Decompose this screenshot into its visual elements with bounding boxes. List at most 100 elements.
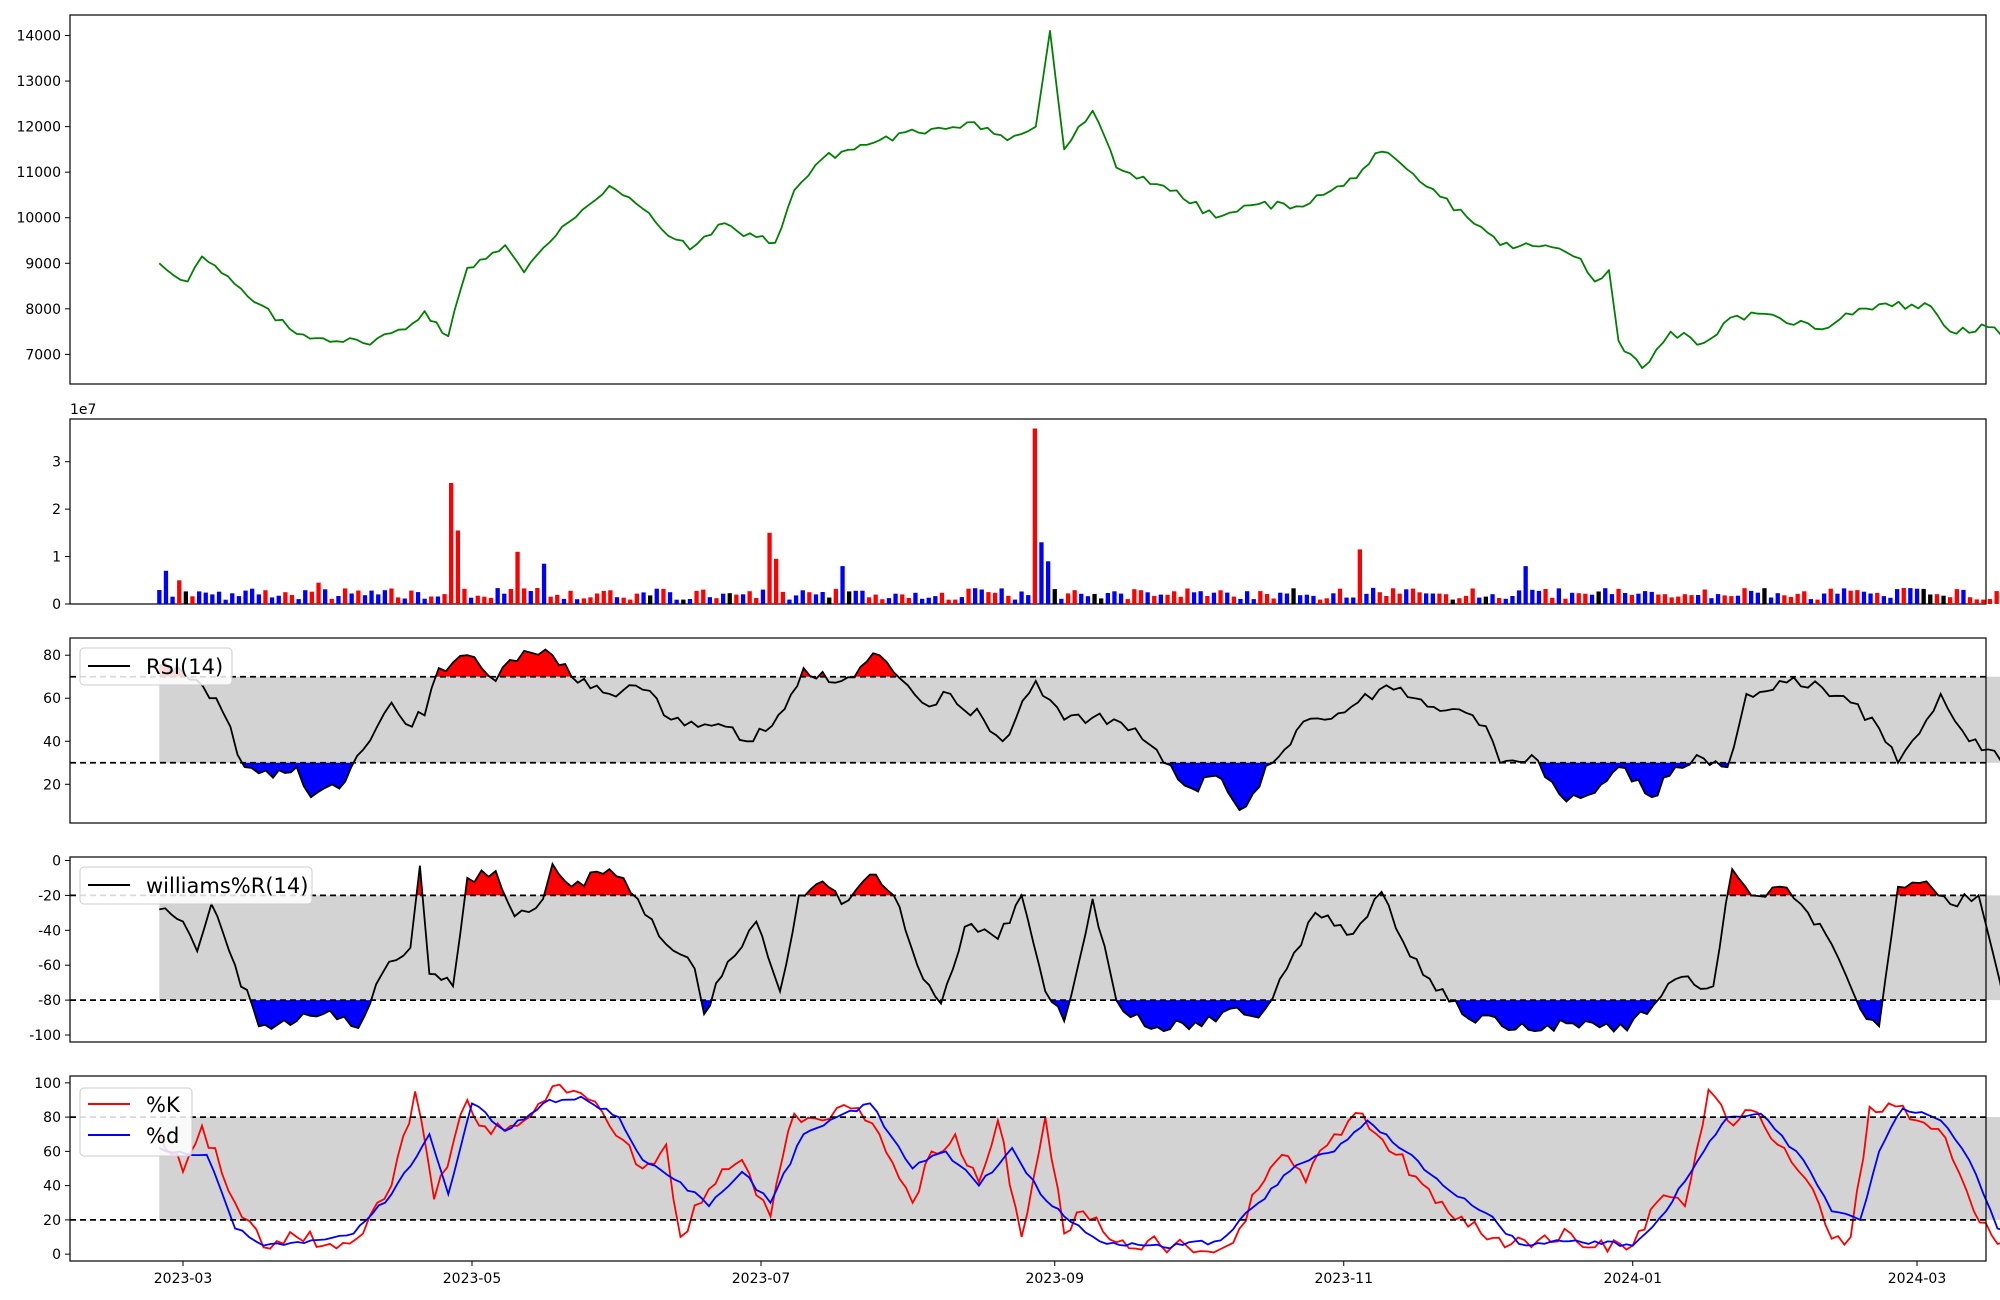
williams-r-overbought-fill (852, 874, 894, 896)
volume-bar (1205, 596, 1210, 604)
volume-bar (747, 591, 752, 604)
volume-bar (1967, 597, 1973, 604)
volume-bar (1762, 588, 1767, 604)
williams-r-ytick-label: 0 (52, 853, 61, 869)
volume-bar (528, 591, 533, 604)
rsi-ytick-label: 80 (43, 648, 61, 664)
volume-bar (575, 599, 580, 604)
rsi-legend-box (79, 647, 233, 686)
volume-bar (1536, 590, 1542, 604)
volume-bar (269, 597, 275, 604)
price-ytick-label: 13000 (16, 74, 61, 90)
volume-bar (648, 595, 653, 604)
volume-bar (1304, 594, 1309, 604)
volume-bar (608, 590, 613, 604)
volume-bar (1656, 594, 1661, 604)
volume-ytick-label: 2 (52, 502, 61, 518)
price-ytick-label: 9000 (25, 256, 61, 272)
volume-bar (541, 563, 547, 604)
volume-bar (721, 593, 726, 604)
volume-bar (1603, 588, 1608, 604)
volume-bar (1609, 594, 1615, 604)
williams-r-ytick-label: -40 (38, 923, 61, 939)
volume-bar (1948, 597, 1953, 604)
price-ytick-label: 7000 (25, 347, 61, 363)
volume-bar (1556, 588, 1561, 604)
volume-bar (727, 593, 732, 604)
volume-bar (800, 590, 805, 604)
volume-bar (561, 598, 567, 604)
volume-bar (1463, 595, 1469, 604)
volume-bar (1768, 597, 1774, 604)
volume-bar (1908, 588, 1913, 604)
volume-bar (847, 591, 852, 604)
stochastic-ytick-label: 80 (43, 1110, 61, 1126)
volume-bar (1198, 591, 1203, 604)
volume-bar (1245, 591, 1250, 604)
volume-bar (1231, 596, 1236, 604)
williams-r-legend: williams%R(14) (79, 866, 313, 905)
volume-bar (1344, 597, 1349, 604)
volume-ytick-label: 1 (52, 550, 61, 566)
volume-bar (336, 596, 341, 604)
price-ytick-label: 11000 (16, 165, 61, 181)
volume-bar (920, 598, 925, 604)
volume-bar (1715, 594, 1721, 604)
rsi-frame (69, 637, 1987, 824)
volume-bar (409, 590, 414, 604)
volume-bar (1118, 593, 1124, 604)
volume-bar (210, 594, 215, 604)
volume-bar (926, 597, 931, 604)
volume-bar (1802, 591, 1807, 604)
volume-bar (197, 591, 202, 604)
volume-bar (1934, 594, 1940, 604)
volume-bar (953, 599, 958, 604)
volume-bar (1961, 589, 1966, 604)
volume-bar (1543, 589, 1548, 604)
volume-ytick-label: 3 (52, 455, 61, 471)
volume-bar (1722, 595, 1727, 604)
volume-bar (495, 588, 500, 604)
volume-bar (522, 588, 527, 604)
volume-bar (1357, 549, 1362, 604)
volume-bar (422, 598, 427, 604)
volume-bar (475, 595, 480, 604)
volume-bar (223, 599, 228, 604)
volume-bar (429, 596, 434, 604)
volume-bar (1928, 594, 1933, 604)
volume-bar (674, 599, 679, 604)
williams-r-overbought-fill (1766, 886, 1792, 896)
volume-bar (1351, 597, 1356, 604)
volume-bar (1563, 598, 1568, 604)
volume-bar (813, 594, 819, 604)
volume-bar (1941, 595, 1946, 604)
volume-bar (959, 597, 964, 604)
volume-bar (1012, 599, 1018, 604)
volume-bar (1808, 599, 1813, 604)
volume-bar (203, 592, 208, 604)
volume-bar (979, 589, 984, 604)
volume-bar (1251, 599, 1256, 604)
volume-bar (1006, 595, 1011, 604)
volume-bar (1709, 598, 1714, 604)
stochastic-panel: 0 20 40 60 80 100 2023-03 2023-05 2023-07 2023-09… (34, 1075, 2000, 1287)
volume-bar (548, 596, 553, 604)
volume-bar (1218, 590, 1223, 604)
volume-bar (1039, 542, 1044, 604)
volume-bar (1145, 592, 1150, 604)
volume-bar (1994, 591, 1999, 604)
volume-bar (1371, 587, 1376, 604)
price-ytick-label: 12000 (16, 120, 61, 136)
volume-bar (667, 592, 673, 604)
stochastic-ytick-label: 20 (43, 1213, 61, 1229)
volume-bar (1981, 599, 1986, 604)
volume-bar (1682, 594, 1687, 604)
volume-bar (435, 596, 441, 604)
stochastic-legend: %K %d (79, 1087, 193, 1157)
volume-bar (1132, 589, 1137, 604)
volume-bar (754, 598, 759, 604)
volume-bar (376, 594, 381, 604)
volume-bar (449, 483, 454, 604)
